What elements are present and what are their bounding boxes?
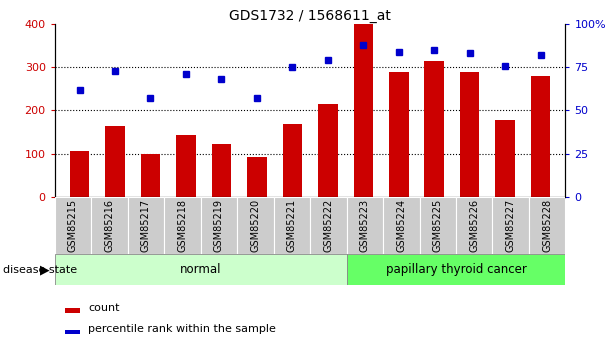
Bar [496, 120, 515, 197]
Bar [55, 254, 347, 285]
Text: GSM85219: GSM85219 [214, 199, 224, 252]
Text: GSM85222: GSM85222 [323, 198, 333, 252]
Text: GSM85216: GSM85216 [105, 199, 114, 252]
Bar [347, 197, 383, 254]
Text: GSM85225: GSM85225 [433, 198, 443, 252]
Bar [460, 72, 480, 197]
Bar [420, 197, 456, 254]
Bar [176, 135, 196, 197]
Bar [212, 144, 231, 197]
Text: GSM85227: GSM85227 [506, 198, 516, 252]
Text: normal: normal [180, 263, 221, 276]
Text: GSM85223: GSM85223 [360, 199, 370, 252]
Text: papillary thyroid cancer: papillary thyroid cancer [385, 263, 527, 276]
Bar [70, 150, 89, 197]
Text: percentile rank within the sample: percentile rank within the sample [88, 325, 276, 334]
Bar [531, 76, 550, 197]
Bar [310, 197, 347, 254]
Text: GSM85228: GSM85228 [542, 199, 552, 252]
Bar [353, 24, 373, 197]
Text: GSM85217: GSM85217 [141, 199, 151, 252]
Bar [237, 197, 274, 254]
Text: ▶: ▶ [40, 263, 50, 276]
Text: disease state: disease state [3, 265, 77, 275]
Text: GSM85218: GSM85218 [178, 199, 187, 252]
Bar [347, 254, 565, 285]
Bar [492, 197, 529, 254]
Bar [274, 197, 310, 254]
Bar [55, 197, 91, 254]
Text: GSM85224: GSM85224 [396, 199, 406, 252]
Bar [105, 126, 125, 197]
Bar [318, 104, 337, 197]
Bar [383, 197, 420, 254]
Bar [283, 124, 302, 197]
Bar [164, 197, 201, 254]
Text: GSM85226: GSM85226 [469, 199, 479, 252]
Text: GSM85215: GSM85215 [68, 199, 78, 252]
Bar [140, 154, 161, 197]
Text: GSM85220: GSM85220 [250, 199, 260, 252]
Bar [529, 197, 565, 254]
Bar [65, 308, 80, 313]
Bar [128, 197, 164, 254]
Text: count: count [88, 303, 119, 313]
Bar [389, 72, 409, 197]
Bar [424, 61, 444, 197]
Bar [247, 157, 267, 197]
Title: GDS1732 / 1568611_at: GDS1732 / 1568611_at [229, 9, 391, 23]
Bar [65, 330, 80, 334]
Bar [91, 197, 128, 254]
Text: GSM85221: GSM85221 [287, 199, 297, 252]
Bar [201, 197, 237, 254]
Bar [456, 197, 492, 254]
